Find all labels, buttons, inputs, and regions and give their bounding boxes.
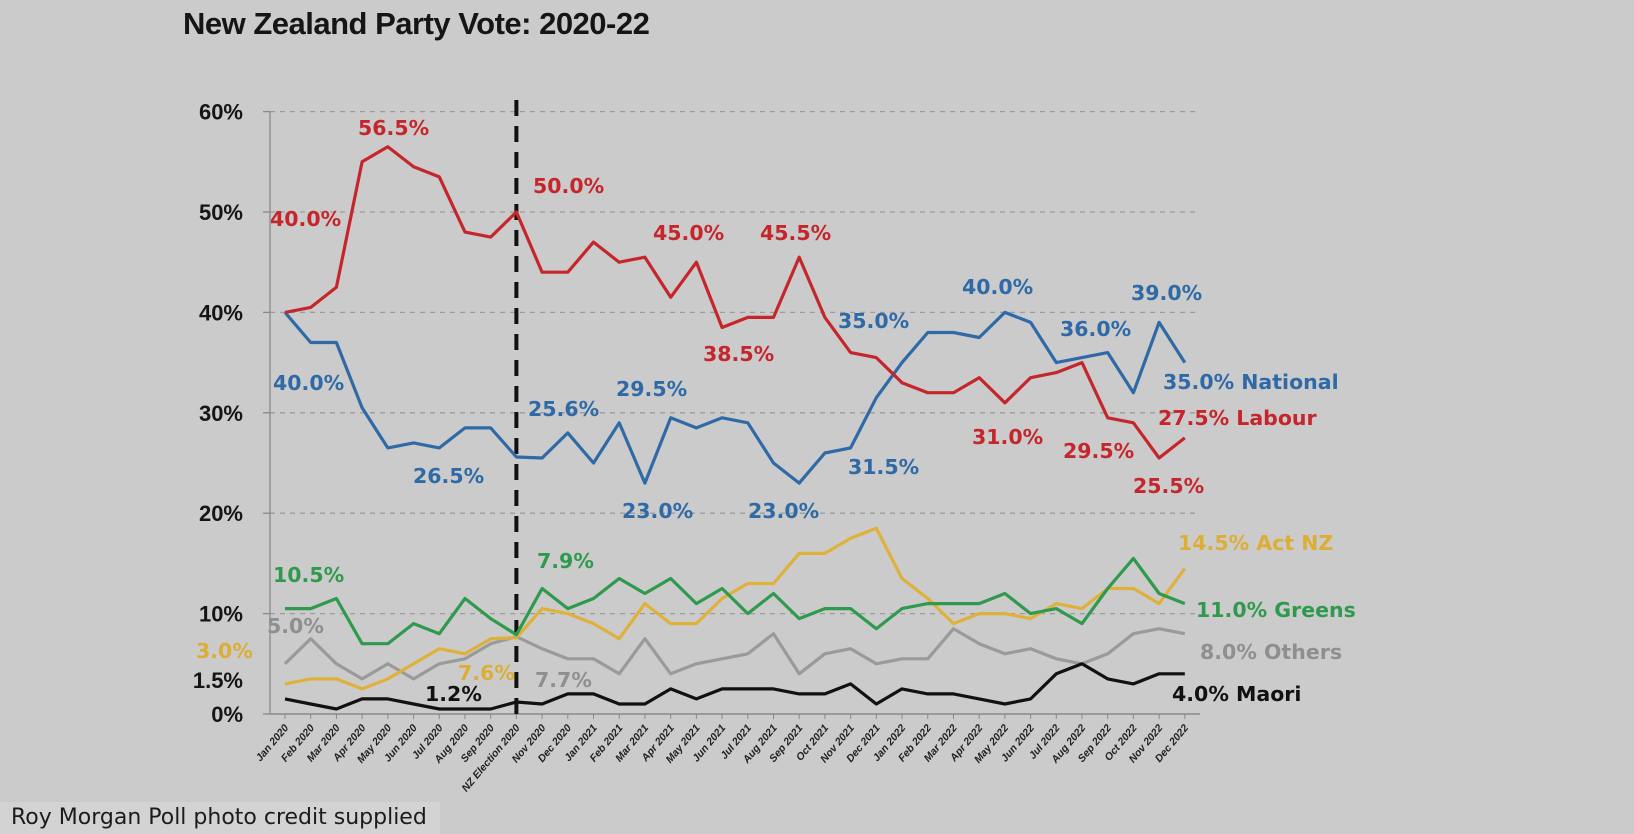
data-label: 8.0% Others: [1200, 640, 1342, 664]
data-label: 1.2%: [425, 682, 482, 706]
data-label: 7.6%: [458, 661, 515, 685]
data-label: 45.0%: [653, 221, 724, 245]
y-tick-label: 40%: [199, 300, 243, 325]
data-label: 29.5%: [616, 377, 687, 401]
data-label: 3.0%: [196, 639, 253, 663]
data-label: 10.5%: [273, 563, 344, 587]
data-label: 26.5%: [413, 464, 484, 488]
series-greens: [284, 556, 1186, 646]
data-label: 39.0%: [1131, 281, 1202, 305]
series-line: [284, 662, 1185, 711]
series-national: [283, 310, 1187, 485]
y-tick-label: 0%: [211, 702, 243, 727]
data-label: 40.0%: [273, 371, 344, 395]
data-label: 38.5%: [703, 342, 774, 366]
photo-credit-caption: Roy Morgan Poll photo credit supplied: [0, 802, 440, 834]
y-tick-label: 30%: [199, 401, 243, 426]
series-maori: [284, 662, 1185, 711]
chart-title: New Zealand Party Vote: 2020-22: [183, 6, 650, 41]
series-labour: [284, 145, 1186, 460]
series-line: [283, 627, 1186, 681]
data-label: 7.7%: [535, 668, 592, 692]
y-tick-label: 50%: [199, 200, 243, 225]
data-label: 31.5%: [848, 455, 919, 479]
series-line: [284, 145, 1186, 460]
y-tick-label: 10%: [199, 602, 243, 627]
data-label: 23.0%: [622, 499, 693, 523]
y-tick-label: 1.5%: [193, 668, 243, 693]
data-label: 56.5%: [358, 116, 429, 140]
y-tick-label: 20%: [199, 501, 243, 526]
data-label: 11.0% Greens: [1196, 598, 1356, 622]
data-label: 23.0%: [748, 499, 819, 523]
data-label: 25.5%: [1133, 474, 1204, 498]
series-line: [285, 556, 1186, 646]
data-label: 4.0% Maori: [1172, 682, 1301, 706]
data-label: 40.0%: [270, 207, 341, 231]
data-label: 35.0% National: [1163, 370, 1339, 394]
data-label: 36.0%: [1060, 317, 1131, 341]
data-label: 29.5%: [1063, 439, 1134, 463]
data-label: 35.0%: [838, 309, 909, 333]
data-label: 45.5%: [760, 221, 831, 245]
data-label: 27.5% Labour: [1158, 406, 1318, 430]
data-label: 40.0%: [962, 275, 1033, 299]
data-label: 14.5% Act NZ: [1178, 531, 1333, 555]
series-line: [284, 526, 1187, 691]
series-line: [283, 310, 1187, 485]
data-label: 31.0%: [972, 425, 1043, 449]
series-others: [283, 627, 1186, 681]
data-label: 7.9%: [537, 549, 594, 573]
data-label: 25.6%: [528, 397, 599, 421]
y-tick-label: 60%: [199, 100, 243, 125]
data-label: 5.0%: [267, 614, 324, 638]
data-label: 50.0%: [533, 174, 604, 198]
